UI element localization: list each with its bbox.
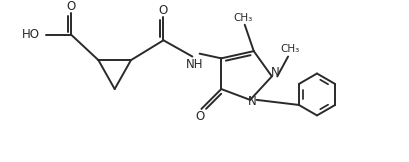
Text: N: N	[248, 95, 256, 108]
Text: O: O	[67, 0, 76, 13]
Text: N: N	[270, 66, 279, 79]
Text: O: O	[158, 4, 168, 17]
Text: CH₃: CH₃	[233, 12, 252, 23]
Text: CH₃: CH₃	[280, 44, 299, 54]
Text: O: O	[195, 110, 204, 123]
Text: NH: NH	[185, 58, 202, 71]
Text: HO: HO	[22, 28, 39, 41]
